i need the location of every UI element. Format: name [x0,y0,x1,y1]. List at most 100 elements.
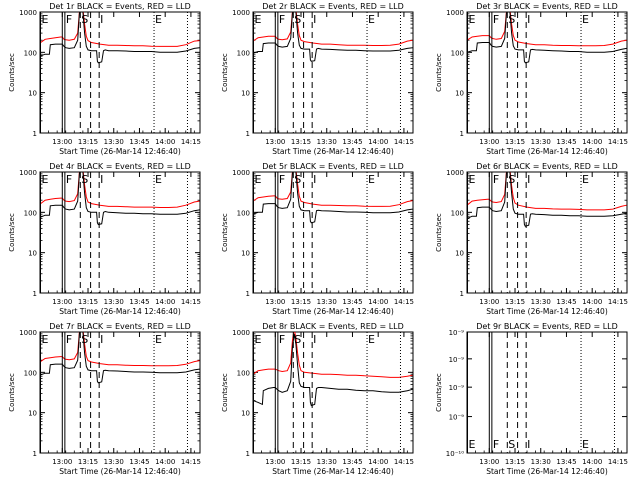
series-line-events [40,172,200,226]
event-marker-label: I [100,173,103,186]
event-marker-label: S [294,333,301,346]
x-tick-label: 13:00 [52,138,72,146]
panel-title: Det 1r BLACK = Events, RED = LLD [49,2,191,11]
x-tick-label: 14:15 [181,458,201,466]
event-marker-label: I [100,13,103,26]
y-tick-label: 10⁻¹⁰ [446,450,464,458]
y-tick-label: 1 [460,130,464,138]
x-tick-label: 13:15 [291,138,311,146]
y-axis-label: Counts/sec [435,53,443,92]
x-tick-label: 13:15 [78,458,98,466]
plot-frame [252,171,414,294]
x-tick-label: 13:45 [556,138,576,146]
x-tick-label: 13:15 [505,458,525,466]
x-axis-label: Start Time (26-Mar-14 12:46:40) [486,467,608,476]
y-tick-label: 10 [28,90,37,98]
plot-frame [466,11,628,134]
event-marker-label: F [66,173,72,186]
event-marker-label: E [42,13,49,26]
y-tick-label: 100 [237,369,250,377]
event-marker-label: S [508,438,515,451]
x-tick-label: 13:15 [291,298,311,306]
y-axis-label: Counts/sec [8,53,16,92]
x-tick-label: 13:30 [531,458,551,466]
x-tick-label: 13:45 [556,298,576,306]
y-tick-label: 1 [460,290,464,298]
y-tick-label: 1000 [19,169,37,177]
event-marker-label: I [313,13,316,26]
y-tick-label: 1000 [446,9,464,17]
x-tick-label: 13:30 [317,458,337,466]
x-tick-label: 14:00 [582,458,602,466]
y-tick-label: 10⁻⁹ [449,414,465,422]
y-tick-label: 100 [237,209,250,217]
x-tick-label: 13:45 [129,458,149,466]
event-marker-label: S [508,13,515,26]
y-tick-label: 10 [241,90,250,98]
y-tick-label: 1000 [19,329,37,337]
x-axis-label: Start Time (26-Mar-14 12:46:40) [486,147,608,156]
detector-panel-3: Det 3r BLACK = Events, RED = LLD 1 10 100 10… [435,2,628,156]
event-marker-label: I [100,333,103,346]
event-marker-label: E [155,13,162,26]
event-marker-label: E [255,13,262,26]
y-axis-label: Counts/sec [435,213,443,252]
detector-panel-8: Det 8r BLACK = Events, RED = LLD 1 10 100 10… [221,322,414,476]
y-tick-label: 100 [24,49,37,57]
event-marker-label: F [279,13,285,26]
x-tick-label: 13:30 [104,298,124,306]
x-axis-label: Start Time (26-Mar-14 12:46:40) [59,467,181,476]
y-tick-label: 100 [24,369,37,377]
x-tick-label: 14:15 [394,138,414,146]
panel-title: Det 8r BLACK = Events, RED = LLD [262,322,404,331]
x-tick-label: 14:15 [394,458,414,466]
event-marker-label: F [279,173,285,186]
plot-frame [252,11,414,134]
y-axis-label: Counts/sec [221,53,229,92]
event-marker-label: I [527,173,530,186]
x-tick-label: 14:15 [608,138,628,146]
event-marker-label: S [294,13,301,26]
x-tick-label: 13:30 [531,138,551,146]
x-axis-label: Start Time (26-Mar-14 12:46:40) [59,307,181,316]
event-marker-label: I [527,13,530,26]
plot-frame [39,331,201,454]
x-axis-label: Start Time (26-Mar-14 12:46:40) [272,147,394,156]
detector-panel-4: Det 4r BLACK = Events, RED = LLD 1 10 100 10… [8,162,201,316]
x-tick-label: 14:00 [368,298,388,306]
y-tick-label: 1 [33,450,37,458]
x-tick-label: 14:00 [582,138,602,146]
x-tick-label: 13:45 [342,138,362,146]
x-tick-label: 13:30 [317,138,337,146]
x-tick-label: 13:30 [317,298,337,306]
y-axis-label: Counts/sec [435,373,443,412]
x-tick-label: 13:45 [342,458,362,466]
detector-panel-6: Det 6r BLACK = Events, RED = LLD 1 10 100 10… [435,162,628,316]
event-marker-label: E [582,13,589,26]
x-tick-label: 14:00 [155,458,175,466]
x-tick-label: 14:00 [155,138,175,146]
event-marker-label: F [66,13,72,26]
event-marker-label: E [582,173,589,186]
x-tick-label: 13:45 [556,458,576,466]
panel-title: Det 2r BLACK = Events, RED = LLD [262,2,404,11]
y-tick-label: 100 [451,209,464,217]
y-axis-label: Counts/sec [8,373,16,412]
x-tick-label: 13:00 [52,458,72,466]
y-tick-label: 1 [33,130,37,138]
y-tick-label: 10⁻⁹ [449,384,465,392]
x-tick-label: 14:15 [181,298,201,306]
event-marker-label: I [313,333,316,346]
event-marker-label: F [279,333,285,346]
event-marker-label: E [255,333,262,346]
panel-title: Det 9r BLACK = Events, RED = LLD [476,322,618,331]
panel-title: Det 7r BLACK = Events, RED = LLD [49,322,191,331]
plot-frame [39,171,201,294]
event-marker-label: E [469,173,476,186]
event-marker-label: E [368,333,375,346]
event-marker-label: E [582,438,589,451]
y-tick-label: 1 [246,130,250,138]
event-marker-label: E [469,13,476,26]
x-tick-label: 13:45 [129,298,149,306]
